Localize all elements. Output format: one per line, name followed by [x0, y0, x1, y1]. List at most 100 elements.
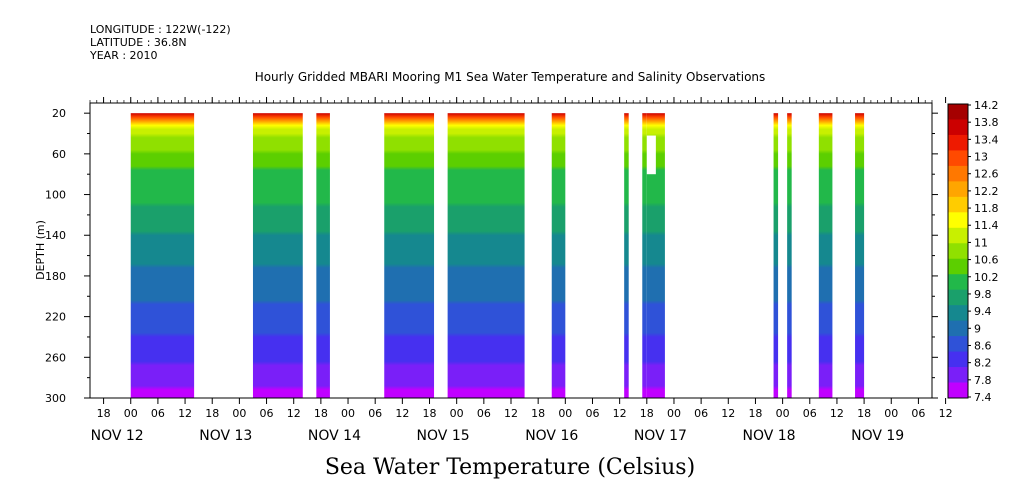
x-hour-tick-label: 06: [694, 407, 708, 420]
data-segment: [855, 113, 865, 398]
colorbar-swatch: [948, 227, 968, 244]
data-segment: [447, 113, 525, 398]
y-axis-label: DEPTH (m): [34, 220, 47, 280]
colorbar-tick-label: 13.4: [974, 133, 999, 146]
y-tick-label: 20: [52, 107, 66, 120]
y-tick-label: 100: [45, 189, 66, 202]
chart-title: Hourly Gridded MBARI Mooring M1 Sea Wate…: [254, 70, 766, 84]
x-hour-tick-label: 00: [776, 407, 790, 420]
colorbar-swatch: [948, 181, 968, 198]
colorbar-swatch: [948, 150, 968, 167]
y-tick-label: 300: [45, 392, 66, 405]
x-day-label: NOV 19: [851, 428, 904, 444]
colorbar-tick-label: 7.4: [974, 391, 992, 404]
colorbar-tick-label: 13: [974, 151, 988, 164]
data-segment: [252, 113, 303, 398]
x-day-label: NOV 17: [634, 428, 687, 444]
colorbar-tick-label: 13.8: [974, 116, 999, 129]
x-hour-tick-label: 06: [803, 407, 817, 420]
x-hour-tick-label: 00: [667, 407, 681, 420]
x-hour-tick-label: 18: [314, 407, 328, 420]
data-segment: [646, 113, 665, 398]
colorbar-tick-label: 9: [974, 322, 981, 335]
colorbar-tick-label: 12.6: [974, 168, 999, 181]
x-hour-tick-label: 12: [939, 407, 953, 420]
colorbar-tick-label: 8.2: [974, 357, 992, 370]
colorbar-swatch: [948, 258, 968, 275]
x-hour-tick-label: 12: [287, 407, 301, 420]
colorbar-swatch: [948, 134, 968, 151]
x-hour-tick-label: 06: [585, 407, 599, 420]
data-segment: [624, 113, 629, 398]
data-segment: [316, 113, 330, 398]
x-day-label: NOV 18: [742, 428, 795, 444]
x-hour-tick-label: 12: [395, 407, 409, 420]
x-hour-tick-label: 00: [558, 407, 572, 420]
x-hour-tick-label: 12: [178, 407, 192, 420]
colorbar-swatch: [948, 212, 968, 229]
x-hour-tick-label: 00: [341, 407, 355, 420]
x-hour-tick-label: 18: [205, 407, 219, 420]
colorbar-swatch: [948, 305, 968, 322]
x-hour-tick-label: 06: [477, 407, 491, 420]
x-hour-tick-label: 06: [368, 407, 382, 420]
x-hour-tick-label: 12: [830, 407, 844, 420]
x-day-label: NOV 13: [199, 428, 252, 444]
colorbar-swatch: [948, 243, 968, 260]
colorbar-tick-label: 14.2: [974, 99, 999, 112]
x-hour-tick-label: 18: [97, 407, 111, 420]
colorbar-swatch: [948, 165, 968, 182]
colorbar-tick-label: 12.2: [974, 185, 999, 198]
colorbar-swatch: [948, 274, 968, 291]
colorbar-tick-label: 10.2: [974, 271, 999, 284]
x-hour-tick-label: 06: [911, 407, 925, 420]
colorbar-swatch: [948, 367, 968, 384]
colorbar-tick-label: 11.8: [974, 202, 999, 215]
y-tick-label: 180: [45, 270, 66, 283]
x-hour-tick-label: 18: [531, 407, 545, 420]
colorbar-swatch: [948, 351, 968, 368]
x-hour-tick-label: 12: [721, 407, 735, 420]
x-hour-tick-label: 18: [857, 407, 871, 420]
colorbar-caption: Sea Water Temperature (Celsius): [324, 455, 696, 480]
colorbar-tick-label: 11: [974, 236, 988, 249]
colorbar-tick-label: 9.4: [974, 305, 992, 318]
x-hour-tick-label: 00: [450, 407, 464, 420]
data-segment: [384, 113, 435, 398]
data-segment: [642, 113, 647, 398]
colorbar-swatch: [948, 289, 968, 306]
colorbar-swatch: [948, 104, 968, 120]
x-day-label: NOV 15: [417, 428, 470, 444]
data-segment: [551, 113, 566, 398]
data-segment: [787, 113, 792, 398]
y-tick-label: 140: [45, 229, 66, 242]
colorbar-tick-label: 10.6: [974, 254, 999, 267]
colorbar-swatch: [948, 320, 968, 337]
x-hour-tick-label: 12: [504, 407, 518, 420]
x-hour-tick-label: 12: [613, 407, 627, 420]
data-segment: [818, 113, 833, 398]
colorbar-tick-label: 11.4: [974, 219, 999, 232]
colorbar-swatch: [948, 119, 968, 136]
x-day-label: NOV 14: [308, 428, 361, 444]
colorbar-tick-label: 8.6: [974, 339, 992, 352]
data-segment: [130, 113, 195, 398]
y-tick-label: 220: [45, 311, 66, 324]
colorbar-tick-label: 9.8: [974, 288, 992, 301]
y-tick-label: 260: [45, 351, 66, 364]
latitude-label: LATITUDE : 36.8N: [90, 36, 187, 49]
x-day-label: NOV 16: [525, 428, 578, 444]
x-hour-tick-label: 06: [151, 407, 165, 420]
x-hour-tick-label: 00: [232, 407, 246, 420]
year-label: YEAR : 2010: [90, 49, 158, 62]
y-tick-label: 60: [52, 148, 66, 161]
x-hour-tick-label: 18: [748, 407, 762, 420]
x-hour-tick-label: 00: [124, 407, 138, 420]
x-hour-tick-label: 18: [640, 407, 654, 420]
x-hour-tick-label: 06: [260, 407, 274, 420]
colorbar-swatch: [948, 336, 968, 353]
colorbar-frame: [947, 103, 969, 399]
missing-data-patch: [646, 135, 656, 175]
colorbar-swatch: [948, 382, 968, 399]
longitude-label: LONGITUDE : 122W(-122): [90, 23, 231, 36]
